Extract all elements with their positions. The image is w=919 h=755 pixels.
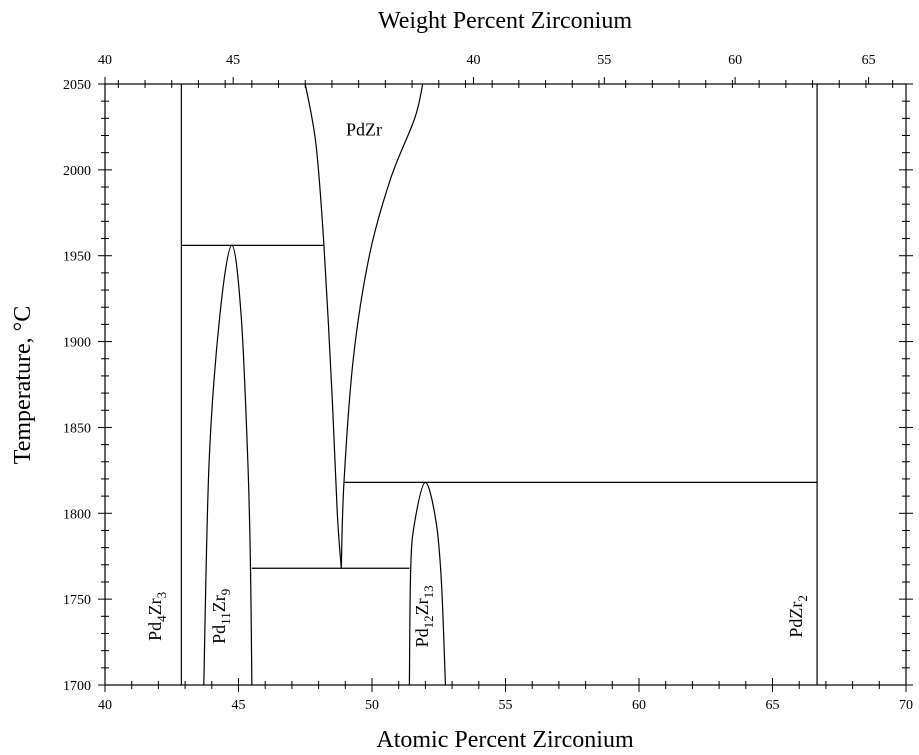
label-part: Pd bbox=[145, 622, 165, 641]
phase-label: Pd12Zr13 bbox=[412, 585, 436, 647]
top-tick-label: 40 bbox=[98, 53, 112, 68]
phase-boundary-line bbox=[203, 244, 253, 686]
x-tick-label: 65 bbox=[766, 698, 780, 713]
x-tick-label: 70 bbox=[899, 698, 913, 713]
plot-frame bbox=[104, 83, 907, 686]
y-tick-label: 1900 bbox=[63, 336, 91, 351]
top-axis-title: Weight Percent Zirconium bbox=[378, 8, 632, 34]
top-tick-label: 60 bbox=[728, 53, 742, 68]
ticks-layer: 40 45 50 55 60 65 70 1700 1750 1800 1850 1900 1950 20… bbox=[63, 53, 913, 713]
label-part: Pd bbox=[412, 628, 432, 647]
phase-label: PdZr bbox=[346, 120, 382, 140]
y-tick-label: 2050 bbox=[63, 78, 91, 93]
label-part: Zr bbox=[412, 598, 432, 615]
phase-boundaries bbox=[180, 83, 818, 686]
y-tick-label: 1750 bbox=[63, 593, 91, 608]
x-tick-label: 55 bbox=[499, 698, 513, 713]
label-subscript: 2 bbox=[795, 595, 810, 602]
phase-boundary-line bbox=[304, 83, 342, 569]
top-tick-label: 40 bbox=[466, 53, 480, 68]
top-tick-label: 45 bbox=[226, 53, 240, 68]
x-tick-label: 45 bbox=[232, 698, 246, 713]
y-tick-label: 1950 bbox=[63, 250, 91, 265]
label-part: PdZr bbox=[346, 120, 382, 140]
y-tick-label: 1800 bbox=[63, 507, 91, 522]
y-tick-label: 2000 bbox=[63, 164, 91, 179]
label-subscript: 11 bbox=[218, 612, 233, 625]
label-part: PdZr bbox=[786, 602, 806, 638]
label-subscript: 4 bbox=[154, 615, 169, 622]
y-tick-label: 1850 bbox=[63, 421, 91, 436]
label-part: Zr bbox=[145, 598, 165, 615]
phase-boundary-line bbox=[340, 83, 424, 569]
x-axis-title: Atomic Percent Zirconium bbox=[376, 727, 634, 753]
y-tick-label: 1700 bbox=[63, 679, 91, 694]
phase-boundary-line bbox=[408, 481, 447, 686]
top-tick-label: 65 bbox=[862, 53, 876, 68]
x-tick-label: 50 bbox=[365, 698, 379, 713]
label-subscript: 13 bbox=[421, 585, 436, 598]
label-part: Pd bbox=[209, 625, 229, 644]
phase-label: PdZr2 bbox=[786, 595, 810, 638]
y-axis-title: Temperature, °C bbox=[10, 306, 36, 465]
phase-label: Pd11Zr9 bbox=[209, 589, 233, 644]
x-tick-label: 40 bbox=[98, 698, 112, 713]
x-tick-label: 60 bbox=[632, 698, 646, 713]
phase-label: Pd4Zr3 bbox=[145, 592, 169, 641]
label-subscript: 9 bbox=[218, 589, 233, 596]
label-subscript: 12 bbox=[421, 615, 436, 628]
label-subscript: 3 bbox=[154, 592, 169, 599]
top-tick-label: 55 bbox=[597, 53, 611, 68]
label-part: Zr bbox=[209, 595, 229, 612]
